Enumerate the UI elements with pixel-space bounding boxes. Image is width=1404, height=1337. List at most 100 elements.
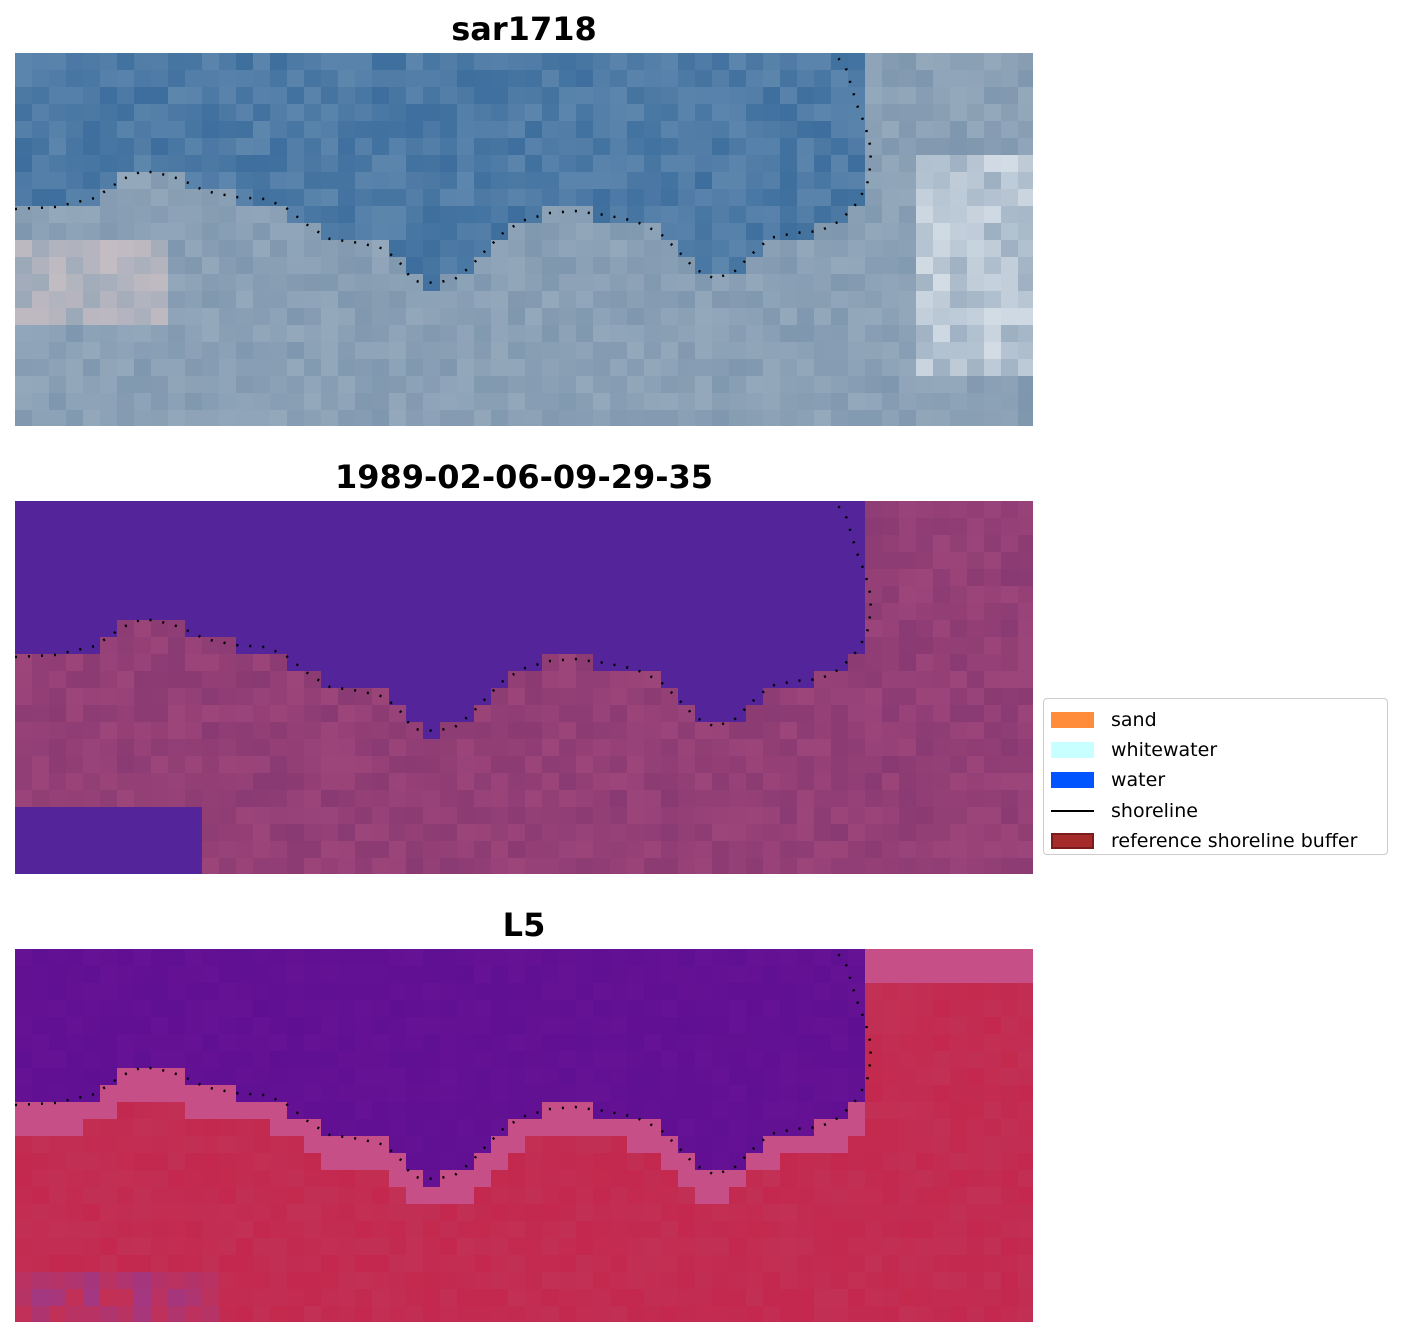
- raster-pixel: [1001, 1119, 1019, 1137]
- raster-pixel: [474, 393, 492, 411]
- raster-pixel: [644, 1170, 662, 1188]
- raster-pixel: [899, 1187, 917, 1205]
- raster-pixel: [746, 359, 764, 377]
- raster-pixel: [627, 807, 645, 825]
- raster-pixel: [134, 501, 152, 519]
- raster-pixel: [746, 1017, 764, 1035]
- raster-pixel: [83, 552, 101, 570]
- raster-pixel: [287, 949, 305, 967]
- raster-pixel: [236, 654, 254, 672]
- raster-pixel: [746, 325, 764, 343]
- raster-pixel: [916, 1187, 934, 1205]
- raster-pixel: [525, 410, 543, 426]
- raster-pixel: [984, 1085, 1002, 1103]
- raster-pixel: [83, 1034, 101, 1052]
- raster-pixel: [134, 1255, 152, 1273]
- raster-pixel: [593, 104, 611, 122]
- raster-pixel: [185, 308, 203, 326]
- raster-pixel: [185, 1255, 203, 1273]
- raster-pixel: [593, 983, 611, 1001]
- raster-pixel: [848, 1187, 866, 1205]
- raster-pixel: [321, 705, 339, 723]
- raster-pixel: [440, 722, 458, 740]
- raster-pixel: [559, 359, 577, 377]
- raster-pixel: [117, 1238, 135, 1256]
- raster-pixel: [236, 688, 254, 706]
- raster-pixel: [984, 1051, 1002, 1069]
- raster-pixel: [219, 359, 237, 377]
- raster-pixel: [457, 807, 475, 825]
- raster-pixel: [355, 104, 373, 122]
- raster-pixel: [729, 603, 747, 621]
- raster-pixel: [32, 535, 50, 553]
- raster-pixel: [185, 1034, 203, 1052]
- raster-pixel: [491, 569, 509, 587]
- raster-pixel: [661, 53, 679, 71]
- raster-pixel: [83, 410, 101, 426]
- raster-pixel: [338, 824, 356, 842]
- raster-pixel: [593, 155, 611, 173]
- raster-pixel: [559, 1255, 577, 1273]
- raster-pixel: [661, 1255, 679, 1273]
- raster-pixel: [525, 824, 543, 842]
- raster-pixel: [950, 291, 968, 309]
- raster-pixel: [185, 155, 203, 173]
- raster-pixel: [746, 1187, 764, 1205]
- raster-pixel: [661, 688, 679, 706]
- raster-pixel: [627, 1068, 645, 1086]
- raster-pixel: [253, 790, 271, 808]
- raster-pixel: [695, 501, 713, 519]
- raster-pixel: [865, 342, 883, 360]
- raster-pixel: [644, 1000, 662, 1018]
- raster-pixel: [916, 756, 934, 774]
- raster-pixel: [508, 121, 526, 139]
- raster-pixel: [984, 705, 1002, 723]
- raster-pixel: [780, 671, 798, 689]
- raster-pixel: [83, 1119, 101, 1137]
- raster-pixel: [763, 949, 781, 967]
- raster-pixel: [899, 87, 917, 105]
- raster-pixel: [219, 206, 237, 224]
- raster-pixel: [542, 637, 560, 655]
- raster-pixel: [712, 189, 730, 207]
- raster-pixel: [950, 393, 968, 411]
- raster-pixel: [15, 1017, 33, 1035]
- raster-pixel: [763, 722, 781, 740]
- raster-pixel: [219, 807, 237, 825]
- raster-pixel: [338, 342, 356, 360]
- raster-pixel: [372, 773, 390, 791]
- raster-pixel: [950, 1068, 968, 1086]
- raster-pixel: [950, 1306, 968, 1322]
- raster-pixel: [100, 535, 118, 553]
- raster-pixel: [916, 586, 934, 604]
- raster-pixel: [780, 1187, 798, 1205]
- raster-pixel: [49, 257, 67, 275]
- raster-pixel: [984, 637, 1002, 655]
- raster-pixel: [49, 1085, 67, 1103]
- raster-pixel: [202, 722, 220, 740]
- raster-pixel: [168, 501, 186, 519]
- raster-pixel: [865, 637, 883, 655]
- raster-pixel: [678, 620, 696, 638]
- raster-pixel: [236, 841, 254, 859]
- raster-pixel: [100, 518, 118, 536]
- raster-pixel: [32, 637, 50, 655]
- raster-pixel: [950, 240, 968, 258]
- raster-pixel: [916, 637, 934, 655]
- raster-pixel: [559, 1085, 577, 1103]
- raster-pixel: [100, 206, 118, 224]
- raster-pixel: [627, 1289, 645, 1307]
- raster-pixel: [168, 172, 186, 190]
- raster-pixel: [576, 1085, 594, 1103]
- raster-pixel: [304, 705, 322, 723]
- raster-pixel: [32, 359, 50, 377]
- raster-pixel: [729, 155, 747, 173]
- raster-pixel: [32, 807, 50, 825]
- raster-pixel: [848, 603, 866, 621]
- raster-pixel: [83, 586, 101, 604]
- raster-pixel: [440, 1068, 458, 1086]
- raster-pixel: [933, 291, 951, 309]
- raster-pixel: [304, 121, 322, 139]
- raster-pixel: [593, 739, 611, 757]
- raster-pixel: [576, 637, 594, 655]
